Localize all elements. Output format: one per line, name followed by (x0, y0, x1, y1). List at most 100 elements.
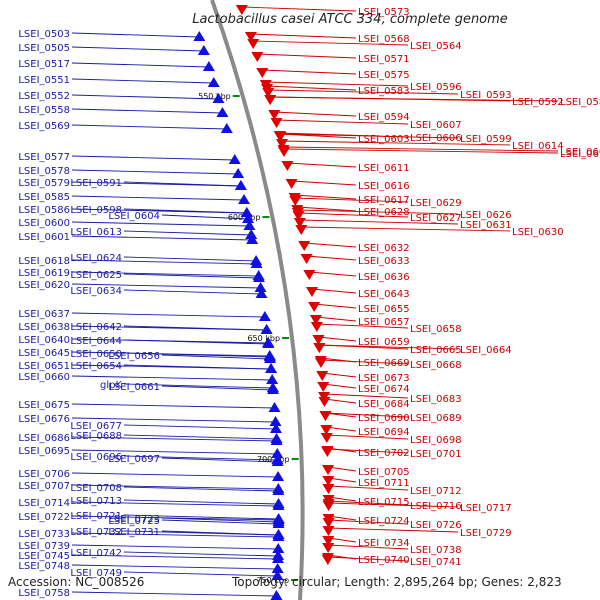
map-title: Lactobacillus casei ATCC 334, complete g… (192, 12, 508, 27)
gene-label: LSEI_0583 (358, 86, 410, 97)
gene-label: LSEI_0603 (358, 134, 410, 145)
forward-gene-arrow (193, 31, 206, 41)
label-leader-line (325, 412, 409, 418)
label-leader-line (123, 424, 276, 430)
gene-label: LSEI_0711 (358, 478, 410, 489)
forward-gene-arrow (269, 416, 282, 426)
gene-label: LSEI_0578 (18, 166, 70, 177)
gene-label: LSEI_0645 (18, 348, 70, 359)
reverse-gene-arrow (247, 39, 260, 49)
gene-label: LSEI_0658 (410, 324, 462, 335)
gene-label: LSEI_0734 (358, 538, 410, 549)
gene-label: LSEI_0695 (18, 446, 70, 457)
label-leader-line (268, 89, 459, 95)
label-leader-line (294, 194, 357, 200)
label-leader-line (309, 271, 357, 277)
label-leader-line (253, 40, 409, 46)
gene-label: LSEI_0551 (18, 75, 70, 86)
gene-label: LSEI_0611 (358, 163, 410, 174)
gene-label: LSEI_0614 (512, 141, 564, 152)
gene-label: LSEI_0607 (410, 120, 462, 131)
label-leader-line (161, 530, 279, 536)
label-leader-line (291, 180, 357, 186)
label-leader-line (280, 133, 459, 139)
label-leader-line (71, 32, 200, 38)
genome-backbone (210, 0, 305, 600)
gene-label: LSEI_0568 (358, 34, 410, 45)
gene-label: LSEI_0606 (410, 133, 462, 144)
label-leader-line (71, 554, 279, 560)
label-leader-line (123, 514, 279, 520)
forward-gene-arrow (271, 448, 284, 458)
gene-label: LSEI_0517 (18, 59, 70, 70)
forward-gene-arrow (242, 213, 255, 223)
label-leader-line (123, 499, 279, 505)
gene-label: LSEI_0630 (512, 227, 564, 238)
gene-label: LSEI_0503 (18, 29, 70, 40)
reverse-gene-arrow (259, 80, 272, 90)
gene-label: LSEI_0633 (358, 256, 410, 267)
label-leader-line (241, 6, 357, 12)
label-leader-line (71, 169, 239, 175)
reverse-gene-arrow (318, 392, 331, 402)
reverse-gene-arrow (310, 322, 323, 332)
label-leader-line (319, 344, 459, 350)
label-leader-line (298, 212, 409, 218)
reverse-gene-arrow (303, 270, 316, 280)
gene-label: LSEI_0707 (18, 481, 70, 492)
forward-gene-arrow (243, 220, 256, 230)
label-leader-line (257, 53, 357, 59)
gene-label: LSEI_0643 (358, 289, 410, 300)
gene-label: LSEI_0629 (410, 198, 462, 209)
label-leader-line (71, 312, 265, 318)
kbp-ticks: 550 kbp 600 kbp 650 kbp 700 kbp 750 kbp (198, 92, 299, 585)
gene-label: LSEI_0655 (358, 304, 410, 315)
gene-label: LSEI_0631 (460, 220, 512, 231)
label-leader-line (123, 230, 252, 236)
gene-label: LSEI_0636 (358, 272, 410, 283)
label-leader-line (123, 273, 259, 279)
gene-label: LSEI_0558 (18, 105, 70, 116)
label-leader-line (123, 208, 247, 214)
reverse-gene-arrow (305, 287, 318, 297)
label-leader-line (71, 501, 279, 507)
gene-label: LSEI_0673 (358, 373, 410, 384)
gene-label: LSEI_0749 (70, 568, 122, 579)
forward-gene-arrow (271, 570, 284, 580)
reverse-gene-arrow (291, 208, 304, 218)
forward-gene-arrow (262, 338, 275, 348)
gene-label: LSEI_0599 (460, 134, 512, 145)
gene-label: LSEI_0738 (410, 545, 462, 556)
kbp-label: 700 kbp (257, 455, 290, 464)
forward-gene-arrow (238, 194, 251, 204)
gene-label: LSEI_0745 (18, 551, 70, 562)
gene-label: LSEI_0690 (358, 413, 410, 424)
gene-label: LSEI_0571 (358, 54, 410, 65)
gene-track (193, 5, 335, 600)
label-leader-line (161, 457, 278, 463)
forward-gene-arrow (228, 154, 241, 164)
label-leader-line (320, 359, 409, 365)
gene-label: LSEI_0634 (70, 286, 122, 297)
label-leader-line (161, 354, 271, 360)
label-leader-line (299, 219, 459, 225)
reverse-gene-arrow (274, 132, 287, 142)
label-leader-line (71, 108, 223, 114)
gene-label: LSEI_0674 (358, 384, 410, 395)
gene-label: glpK (100, 380, 122, 391)
label-leader-line (328, 544, 409, 550)
reverse-gene-arrow (256, 68, 269, 78)
gene-label: LSEI_0651 (18, 361, 70, 372)
label-leader-line (71, 472, 279, 478)
forward-gene-arrow (245, 229, 258, 239)
gene-label: LSEI_0657 (358, 317, 410, 328)
gene-label: LSEI_0638 (18, 322, 70, 333)
forward-gene-arrow (254, 282, 267, 292)
gene-label: LSEI_0598 (70, 205, 122, 216)
label-leader-line (71, 564, 278, 570)
forward-gene-arrow (272, 498, 285, 508)
label-leader-line (123, 434, 277, 440)
gene-label: LSEI_0706 (18, 469, 70, 480)
reverse-gene-arrow (289, 196, 302, 206)
